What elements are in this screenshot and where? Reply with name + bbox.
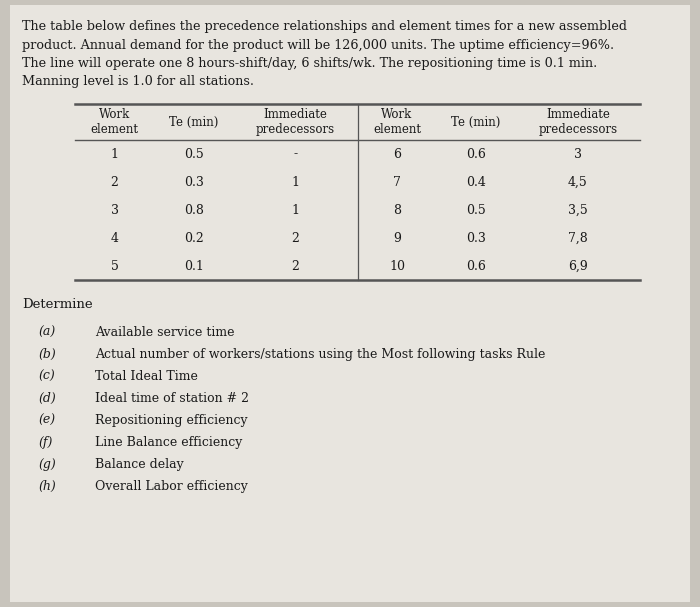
Text: 0.5: 0.5 [466,203,486,217]
Text: Actual number of workers/stations using the Most following tasks Rule: Actual number of workers/stations using … [95,348,545,361]
Text: (f): (f) [38,436,52,449]
Text: 1: 1 [111,148,118,160]
Text: 3: 3 [574,148,582,160]
Text: Ideal time of station # 2: Ideal time of station # 2 [95,392,249,405]
Text: The table below defines the precedence relationships and element times for a new: The table below defines the precedence r… [22,20,627,33]
Text: (e): (e) [38,414,55,427]
Text: Available service time: Available service time [95,326,234,339]
Text: 3: 3 [111,203,118,217]
Text: Repositioning efficiency: Repositioning efficiency [95,414,248,427]
Text: 1: 1 [291,203,300,217]
Text: 2: 2 [291,260,300,273]
Text: (b): (b) [38,348,56,361]
Text: Work
element: Work element [373,108,421,136]
Text: 7,8: 7,8 [568,231,588,245]
Text: 3,5: 3,5 [568,203,588,217]
Text: product. Annual demand for the product will be 126,000 units. The uptime efficie: product. Annual demand for the product w… [22,38,614,52]
Text: 1: 1 [291,175,300,189]
Text: 0.3: 0.3 [466,231,486,245]
Text: 0.5: 0.5 [184,148,204,160]
Text: (g): (g) [38,458,56,471]
Text: 0.3: 0.3 [183,175,204,189]
Text: 2: 2 [111,175,118,189]
Text: 0.6: 0.6 [466,148,486,160]
Text: The line will operate one 8 hours-shift/day, 6 shifts/wk. The repositioning time: The line will operate one 8 hours-shift/… [22,57,597,70]
Text: Overall Labor efficiency: Overall Labor efficiency [95,480,248,493]
Text: Balance delay: Balance delay [95,458,183,471]
Text: -: - [293,148,298,160]
Text: 0.8: 0.8 [183,203,204,217]
Text: Total Ideal Time: Total Ideal Time [95,370,198,383]
Text: 0.2: 0.2 [184,231,204,245]
Text: Manning level is 1.0 for all stations.: Manning level is 1.0 for all stations. [22,75,254,89]
Text: 10: 10 [389,260,405,273]
Text: (c): (c) [38,370,55,383]
Text: (d): (d) [38,392,56,405]
Text: 8: 8 [393,203,401,217]
Text: Immediate
predecessors: Immediate predecessors [256,108,335,136]
Text: Te (min): Te (min) [452,115,500,129]
Text: 6,9: 6,9 [568,260,588,273]
Text: 0.1: 0.1 [183,260,204,273]
Text: (a): (a) [38,326,55,339]
Text: Work
element: Work element [90,108,139,136]
Text: 2: 2 [291,231,300,245]
Text: Line Balance efficiency: Line Balance efficiency [95,436,242,449]
Text: 4,5: 4,5 [568,175,588,189]
Text: 6: 6 [393,148,401,160]
Text: (h): (h) [38,480,56,493]
Text: Immediate
predecessors: Immediate predecessors [538,108,617,136]
Text: 5: 5 [111,260,118,273]
Text: 0.6: 0.6 [466,260,486,273]
Text: 4: 4 [111,231,118,245]
Text: Determine: Determine [22,298,92,311]
Text: 9: 9 [393,231,401,245]
Text: Te (min): Te (min) [169,115,218,129]
Text: 7: 7 [393,175,401,189]
Text: 0.4: 0.4 [466,175,486,189]
